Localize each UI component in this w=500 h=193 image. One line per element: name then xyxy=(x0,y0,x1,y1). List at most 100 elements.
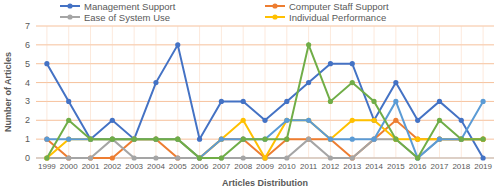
x-tick-label: 2011 xyxy=(300,162,318,171)
series-marker xyxy=(262,155,267,160)
series-marker xyxy=(219,155,224,160)
x-axis-title: Articles Distribution xyxy=(222,178,308,188)
series-marker xyxy=(262,155,267,160)
series-marker xyxy=(241,155,246,160)
plot-area xyxy=(44,42,485,160)
x-tick-label: 2010 xyxy=(278,162,296,171)
x-tick-label: 2003 xyxy=(125,162,143,171)
series-marker xyxy=(175,137,180,142)
series-line xyxy=(47,139,483,158)
series-marker xyxy=(306,137,311,142)
series-marker xyxy=(153,155,158,160)
series-marker xyxy=(393,99,398,104)
series-marker xyxy=(88,137,93,142)
series-marker xyxy=(437,137,442,142)
series-line xyxy=(47,120,483,158)
series-marker xyxy=(132,137,137,142)
series-marker xyxy=(306,118,311,123)
series-marker xyxy=(459,118,464,123)
series-marker xyxy=(197,137,202,142)
x-tick-label: 2017 xyxy=(431,162,449,171)
series-marker xyxy=(284,118,289,123)
series-marker xyxy=(66,137,71,142)
series-marker xyxy=(459,137,464,142)
y-tick-label: 4 xyxy=(25,78,30,88)
series-marker xyxy=(110,137,115,142)
legend-label: Management Support xyxy=(84,1,176,12)
series-marker xyxy=(415,118,420,123)
series-marker xyxy=(153,137,158,142)
series-marker xyxy=(197,155,202,160)
y-axis-title: Number of Articles xyxy=(3,52,13,132)
series-marker xyxy=(371,137,376,142)
series-marker xyxy=(284,137,289,142)
series-marker xyxy=(219,137,224,142)
series-marker xyxy=(328,61,333,66)
series-marker xyxy=(110,155,115,160)
series-marker xyxy=(393,137,398,142)
series-marker xyxy=(371,99,376,104)
legend-label: Ease of System Use xyxy=(84,12,170,23)
series-marker xyxy=(44,155,49,160)
series-marker xyxy=(350,155,355,160)
series-marker xyxy=(371,137,376,142)
series-marker xyxy=(480,155,485,160)
series-marker xyxy=(219,155,224,160)
series-marker xyxy=(480,137,485,142)
x-tick-label: 2002 xyxy=(103,162,121,171)
x-tick-label: 2014 xyxy=(365,162,383,171)
series-marker xyxy=(88,137,93,142)
series-marker xyxy=(132,137,137,142)
series-marker xyxy=(241,137,246,142)
series-marker xyxy=(328,137,333,142)
series-marker xyxy=(371,118,376,123)
series-marker xyxy=(262,118,267,123)
series-marker xyxy=(219,99,224,104)
series-line xyxy=(47,120,483,158)
series-marker xyxy=(241,137,246,142)
y-tick-label: 7 xyxy=(25,21,30,31)
y-tick-label: 6 xyxy=(25,40,30,50)
series-marker xyxy=(219,137,224,142)
series-marker xyxy=(459,137,464,142)
series-marker xyxy=(66,155,71,160)
series-marker xyxy=(44,137,49,142)
series-marker xyxy=(66,137,71,142)
series-marker xyxy=(393,137,398,142)
series-marker xyxy=(306,80,311,85)
series-marker xyxy=(393,137,398,142)
x-tick-label: 2007 xyxy=(212,162,230,171)
series-line xyxy=(47,45,483,158)
series-marker xyxy=(110,137,115,142)
series-marker xyxy=(110,137,115,142)
series-marker xyxy=(197,155,202,160)
series-marker xyxy=(88,137,93,142)
series-marker xyxy=(415,155,420,160)
series-marker xyxy=(88,155,93,160)
series-marker xyxy=(437,99,442,104)
y-tick-label: 0 xyxy=(25,153,30,163)
series-marker xyxy=(175,42,180,47)
series-marker xyxy=(328,99,333,104)
series-marker xyxy=(393,118,398,123)
series-marker xyxy=(284,99,289,104)
y-tick-label: 5 xyxy=(25,59,30,69)
series-marker xyxy=(175,155,180,160)
series-line xyxy=(47,101,483,158)
x-tick-label: 2005 xyxy=(169,162,187,171)
series-marker xyxy=(284,118,289,123)
legend-label: Individual Performance xyxy=(289,12,386,23)
x-tick-label: 2019 xyxy=(474,162,492,171)
series-marker xyxy=(437,137,442,142)
y-tick-label: 1 xyxy=(25,134,30,144)
x-tick-label: 1999 xyxy=(38,162,56,171)
x-tick-label: 2015 xyxy=(387,162,405,171)
x-tick-label: 2001 xyxy=(82,162,100,171)
series-marker xyxy=(44,155,49,160)
series-marker xyxy=(350,137,355,142)
series-marker xyxy=(350,118,355,123)
series-marker xyxy=(132,137,137,142)
series-marker xyxy=(110,118,115,123)
series-marker xyxy=(241,137,246,142)
series-marker xyxy=(371,118,376,123)
